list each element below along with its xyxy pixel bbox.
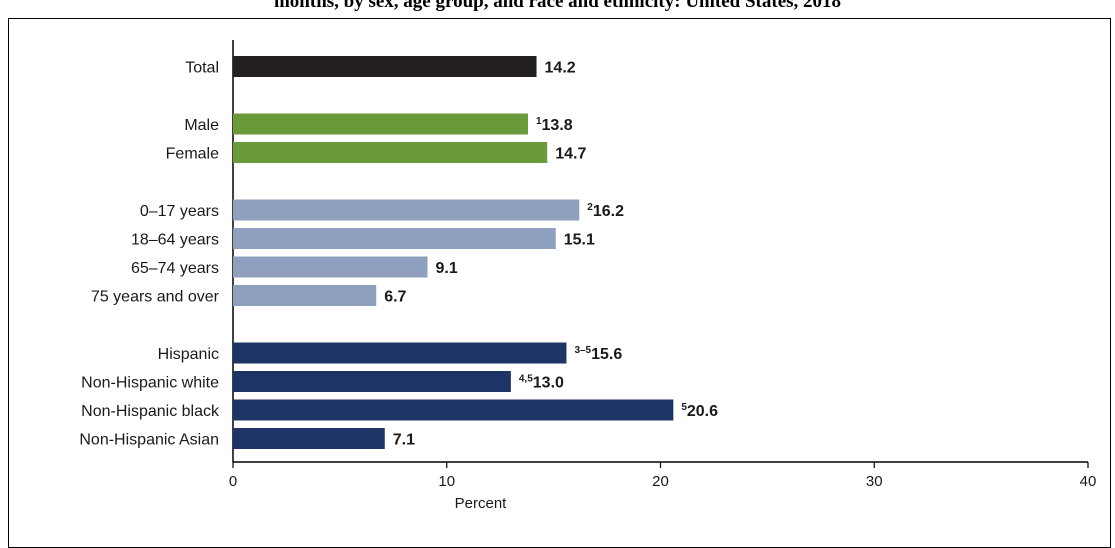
x-tick-label: 10 bbox=[438, 473, 455, 490]
category-label: Non-Hispanic black bbox=[81, 403, 220, 420]
bar-1-1 bbox=[233, 142, 548, 163]
data-label: 15.1 bbox=[564, 232, 595, 249]
category-label: Non-Hispanic white bbox=[81, 375, 219, 392]
bar-2-3 bbox=[233, 285, 377, 306]
bar-3-1 bbox=[233, 371, 511, 392]
x-tick-label: 20 bbox=[652, 473, 669, 490]
data-value: 20.6 bbox=[687, 403, 718, 420]
footnote-marker: 3–5 bbox=[574, 345, 591, 356]
category-label: Male bbox=[184, 117, 219, 134]
data-label: 113.8 bbox=[536, 116, 573, 134]
category-label: Total bbox=[185, 60, 219, 77]
footnote-marker: 5 bbox=[681, 402, 687, 413]
category-label: 65–74 years bbox=[131, 260, 219, 277]
data-label: 14.7 bbox=[555, 146, 586, 163]
footnote-marker: 1 bbox=[536, 116, 542, 127]
data-label: 14.2 bbox=[545, 60, 576, 77]
bar-2-0 bbox=[233, 199, 580, 221]
data-value: 16.2 bbox=[593, 203, 624, 220]
bar-2-2 bbox=[233, 256, 428, 278]
bar-1-0 bbox=[233, 113, 528, 135]
data-value: 15.6 bbox=[591, 346, 622, 363]
data-label: 216.2 bbox=[587, 202, 624, 220]
data-label: 4,513.0 bbox=[519, 374, 564, 392]
data-label: 3–515.6 bbox=[574, 345, 622, 363]
bar-3-2 bbox=[233, 399, 674, 421]
data-label: 9.1 bbox=[436, 260, 458, 277]
data-label: 6.7 bbox=[384, 289, 406, 306]
category-label: 18–64 years bbox=[131, 232, 219, 249]
bar-0-0 bbox=[233, 56, 537, 77]
category-label: 75 years and over bbox=[91, 289, 220, 306]
data-label: 7.1 bbox=[393, 432, 415, 449]
category-label: 0–17 years bbox=[140, 203, 219, 220]
chart-title: months, by sex, age group, and race and … bbox=[273, 0, 842, 12]
data-value: 13.8 bbox=[542, 117, 573, 134]
x-axis-label: Percent bbox=[455, 495, 508, 512]
x-tick-label: 30 bbox=[866, 473, 883, 490]
bar-2-1 bbox=[233, 228, 556, 249]
data-label: 520.6 bbox=[681, 402, 718, 420]
footnote-marker: 4,5 bbox=[519, 374, 533, 385]
x-tick-label: 0 bbox=[229, 473, 237, 490]
category-label: Female bbox=[166, 146, 219, 163]
bar-3-0 bbox=[233, 342, 567, 364]
category-label: Non-Hispanic Asian bbox=[79, 432, 219, 449]
bar-3-3 bbox=[233, 428, 385, 449]
data-value: 13.0 bbox=[533, 375, 564, 392]
footnote-marker: 2 bbox=[587, 202, 593, 213]
category-label: Hispanic bbox=[158, 346, 219, 363]
x-tick-label: 40 bbox=[1080, 473, 1097, 490]
